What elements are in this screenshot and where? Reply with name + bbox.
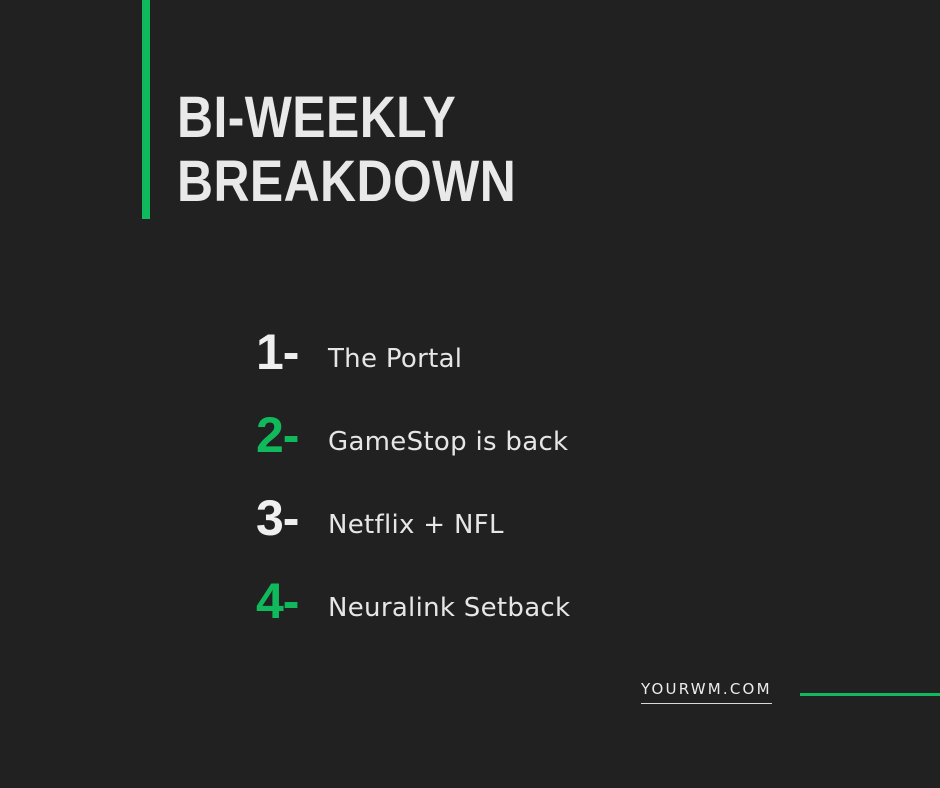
list-item-label: The Portal (328, 344, 463, 374)
list-item-label: Netflix + NFL (328, 510, 504, 540)
list-item-label: Neuralink Setback (328, 593, 571, 623)
list-item-number: 2- (256, 407, 299, 463)
list-item-number: 4- (256, 573, 299, 629)
list-item-number: 1- (256, 324, 299, 380)
green-accent-bar (142, 0, 150, 219)
list-item: 3- Netflix + NFL (256, 460, 876, 543)
footer-website-url[interactable]: YOURWM.COM (641, 678, 772, 704)
list-item-number: 3- (256, 490, 299, 546)
page-title: BI-WEEKLY BREAKDOWN (177, 86, 797, 214)
footer-green-rule (800, 693, 940, 696)
list-item: 1- The Portal (256, 294, 876, 377)
breakdown-list: 1- The Portal 2- GameStop is back 3- Net… (256, 294, 876, 626)
footer: YOURWM.COM (0, 678, 940, 712)
page-title-line-2: BREAKDOWN (177, 149, 517, 214)
list-item: 2- GameStop is back (256, 377, 876, 460)
list-item: 4- Neuralink Setback (256, 543, 876, 626)
page-title-line-1: BI-WEEKLY (177, 85, 457, 150)
list-item-label: GameStop is back (328, 427, 569, 457)
